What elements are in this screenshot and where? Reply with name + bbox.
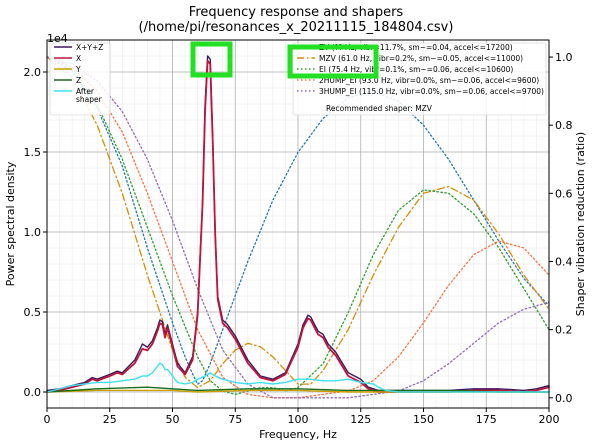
- highlight-box-legend: [287, 44, 379, 79]
- y-tick-label: 1.0: [24, 226, 42, 239]
- series-line-6: [46, 56, 550, 389]
- x-tick-label: 25: [103, 413, 117, 426]
- y-tick-label: 2.0: [24, 66, 42, 79]
- y-tick-label: 0.0: [24, 386, 42, 399]
- legend-label: 3HUMP_EI (115.0 Hz, vibr=0.0%, sm~=0.06,…: [319, 87, 544, 96]
- legend-label: EI (75.4 Hz, vibr=0.1%, sm~=0.06, accel<…: [319, 65, 513, 74]
- series-line-8: [46, 56, 550, 399]
- legend-right: ZV (?? Hz, vibr=11.7%, sm~=0.04, accel<=…: [292, 42, 547, 116]
- legend-label: Y: [75, 65, 81, 74]
- x-axis-label: Frequency, Hz: [259, 428, 337, 441]
- legend-label: 2HUMP_EI (93.0 Hz, vibr=0.0%, sm~=0.06, …: [319, 76, 539, 85]
- series-line-7: [46, 56, 550, 396]
- chart-subtitle: (/home/pi/resonances_x_20211115_184804.c…: [139, 20, 454, 35]
- y2-tick-label: 0.8: [555, 119, 573, 132]
- y-tick-label: 1.5: [24, 146, 42, 159]
- legend-label: After shaper: [76, 87, 103, 104]
- x-tick-label: 50: [166, 413, 180, 426]
- x-tick-label: 0: [44, 413, 51, 426]
- x-axis-ticks: 0 25 50 75 100 125 150 175 200: [44, 408, 560, 426]
- y2-axis-ticks: 0.0 0.2 0.4 0.6 0.8 1.0: [549, 51, 573, 405]
- x-tick-label: 75: [228, 413, 242, 426]
- series-line-3: [46, 386, 550, 393]
- legend-label: X: [76, 54, 81, 63]
- series-line-9: [46, 56, 550, 399]
- x-tick-label: 175: [476, 413, 497, 426]
- legend-label: MZV (61.0 Hz, vibr=0.2%, sm~=0.05, accel…: [319, 54, 523, 63]
- y2-axis-label: Shaper vibration reduction (ratio): [574, 132, 587, 316]
- legend-label: ZV (?? Hz, vibr=11.7%, sm~=0.04, accel<=…: [319, 43, 513, 52]
- series-line-4: [46, 362, 550, 393]
- y-axis-label: Power spectral density: [4, 161, 17, 286]
- y2-tick-label: 1.0: [555, 51, 573, 64]
- y-tick-label: 0.5: [24, 306, 42, 319]
- x-tick-label: 200: [539, 413, 560, 426]
- recommended-shaper-text: Recommended shaper: MZV: [326, 104, 433, 113]
- highlight-box-peak: [190, 41, 233, 78]
- chart-title: Frequency response and shapers: [189, 5, 404, 20]
- series-lines: [46, 55, 550, 399]
- y2-tick-label: 0.2: [555, 324, 573, 337]
- legend-label: Z: [76, 76, 81, 85]
- y-axis-ticks: 0.0 0.5 1.0 1.5 2.0: [24, 66, 47, 399]
- y-offset-label: 1e4: [47, 32, 68, 45]
- series-line-5: [46, 56, 550, 385]
- y2-tick-label: 0.4: [555, 255, 573, 268]
- x-tick-label: 100: [288, 413, 309, 426]
- legend-left: X+Y+Z XYZ After shaper: [49, 42, 111, 116]
- x-tick-label: 150: [413, 413, 434, 426]
- legend-label: X+Y+Z: [76, 43, 103, 52]
- x-tick-label: 125: [350, 413, 371, 426]
- y2-tick-label: 0.0: [555, 392, 573, 405]
- y2-tick-label: 0.6: [555, 187, 573, 200]
